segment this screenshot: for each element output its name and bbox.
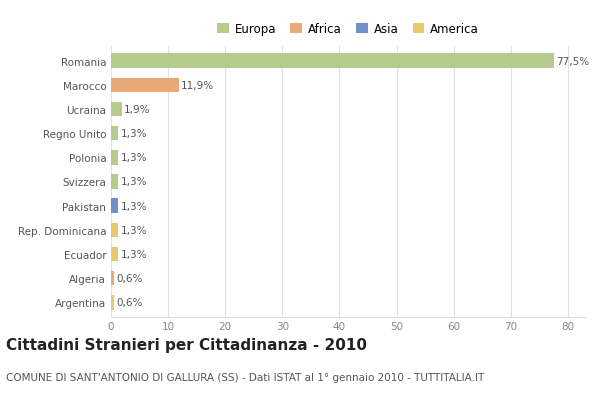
Bar — [111, 126, 118, 141]
Text: 0,6%: 0,6% — [117, 297, 143, 308]
Text: 1,3%: 1,3% — [121, 249, 147, 259]
Bar — [111, 271, 115, 285]
Bar — [111, 79, 179, 93]
Text: 1,9%: 1,9% — [124, 105, 151, 115]
Text: 0,6%: 0,6% — [117, 274, 143, 283]
Bar — [111, 223, 118, 238]
Bar — [111, 295, 115, 310]
Bar — [111, 151, 118, 165]
Text: 11,9%: 11,9% — [181, 81, 214, 90]
Legend: Europa, Africa, Asia, America: Europa, Africa, Asia, America — [215, 20, 481, 38]
Text: 1,3%: 1,3% — [121, 129, 147, 139]
Text: COMUNE DI SANT'ANTONIO DI GALLURA (SS) - Dati ISTAT al 1° gennaio 2010 - TUTTITA: COMUNE DI SANT'ANTONIO DI GALLURA (SS) -… — [6, 372, 484, 382]
Bar — [111, 54, 554, 69]
Text: 1,3%: 1,3% — [121, 177, 147, 187]
Bar — [111, 175, 118, 189]
Text: 1,3%: 1,3% — [121, 201, 147, 211]
Text: Cittadini Stranieri per Cittadinanza - 2010: Cittadini Stranieri per Cittadinanza - 2… — [6, 337, 367, 353]
Bar — [111, 247, 118, 261]
Text: 1,3%: 1,3% — [121, 153, 147, 163]
Bar — [111, 199, 118, 213]
Bar — [111, 103, 122, 117]
Text: 1,3%: 1,3% — [121, 225, 147, 235]
Text: 77,5%: 77,5% — [556, 56, 589, 67]
